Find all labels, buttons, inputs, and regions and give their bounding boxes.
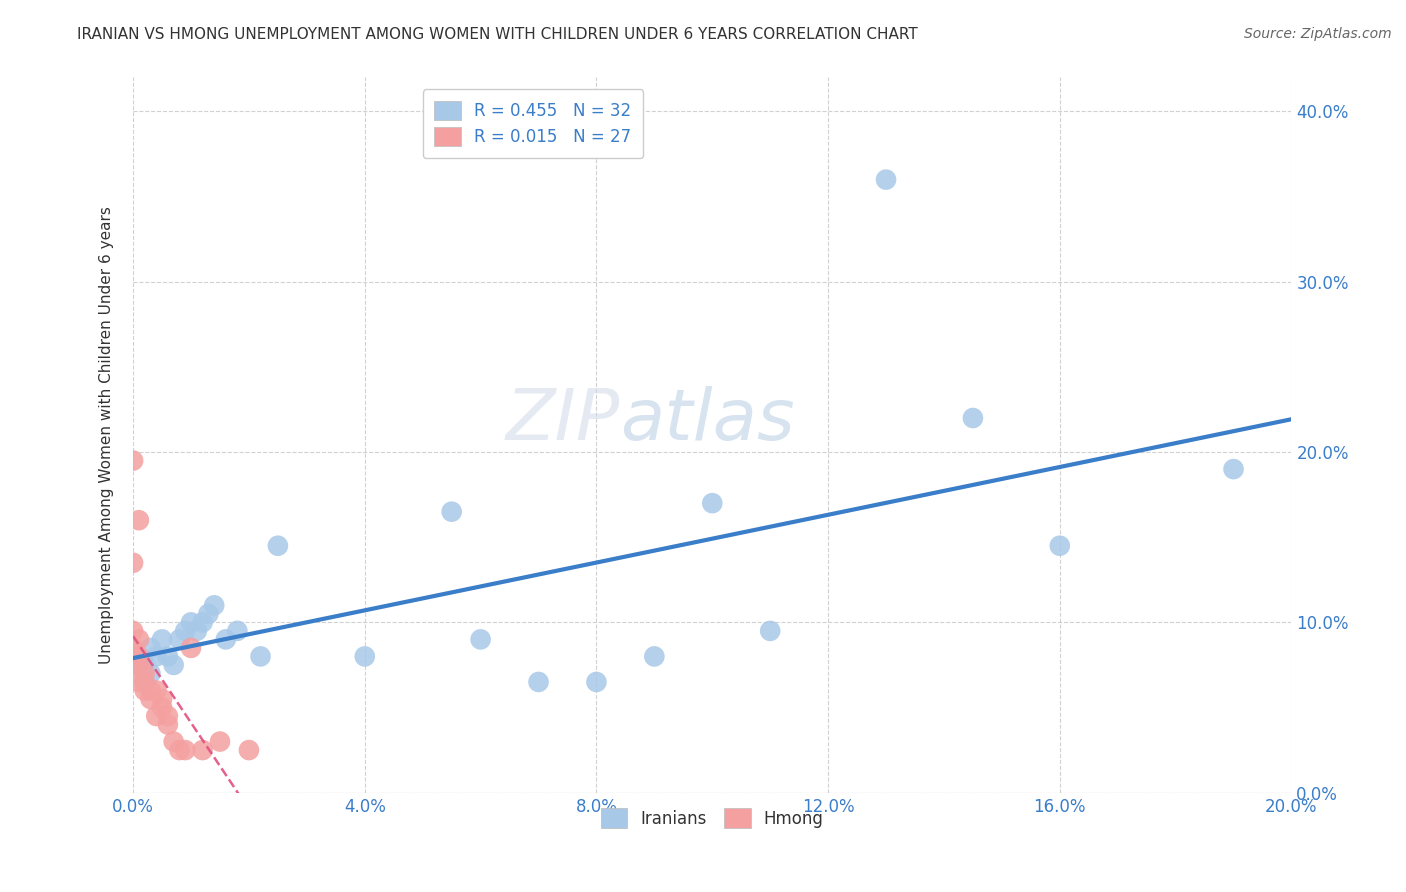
Point [139,683,162,698]
Point [180,615,202,630]
Text: atlas: atlas [620,386,794,455]
Point [139,640,162,655]
Point [702,496,724,510]
Point [643,649,665,664]
Point [1222,462,1244,476]
Point [962,411,984,425]
Point [527,675,550,690]
Point [180,640,202,655]
Point [150,700,173,714]
Point [122,640,145,655]
Point [139,692,162,706]
Point [249,649,271,664]
Point [122,556,145,570]
Point [875,172,897,186]
Point [208,734,231,748]
Point [145,683,167,698]
Point [128,657,150,672]
Point [122,624,145,638]
Point [174,624,197,638]
Text: Source: ZipAtlas.com: Source: ZipAtlas.com [1244,27,1392,41]
Point [440,505,463,519]
Point [156,717,179,731]
Point [134,683,156,698]
Point [169,743,191,757]
Point [134,666,156,681]
Point [139,666,162,681]
Point [156,649,179,664]
Point [191,615,214,630]
Point [128,513,150,527]
Legend: Iranians, Hmong: Iranians, Hmong [595,802,831,834]
Point [186,624,208,638]
Point [134,675,156,690]
Point [122,453,145,467]
Point [191,743,214,757]
Point [163,657,186,672]
Point [128,632,150,647]
Point [134,675,156,690]
Point [470,632,492,647]
Point [128,649,150,664]
Y-axis label: Unemployment Among Women with Children Under 6 years: Unemployment Among Women with Children U… [100,206,114,664]
Point [1049,539,1071,553]
Point [197,607,219,621]
Point [145,709,167,723]
Point [585,675,607,690]
Point [215,632,238,647]
Point [267,539,290,553]
Point [202,599,225,613]
Point [128,675,150,690]
Point [759,624,782,638]
Point [134,657,156,672]
Point [163,734,186,748]
Point [238,743,260,757]
Point [353,649,375,664]
Point [150,692,173,706]
Point [128,657,150,672]
Text: IRANIAN VS HMONG UNEMPLOYMENT AMONG WOMEN WITH CHILDREN UNDER 6 YEARS CORRELATIO: IRANIAN VS HMONG UNEMPLOYMENT AMONG WOME… [77,27,918,42]
Text: ZIP: ZIP [505,386,620,455]
Point [156,709,179,723]
Point [174,743,197,757]
Point [145,649,167,664]
Point [169,632,191,647]
Point [150,632,173,647]
Point [226,624,249,638]
